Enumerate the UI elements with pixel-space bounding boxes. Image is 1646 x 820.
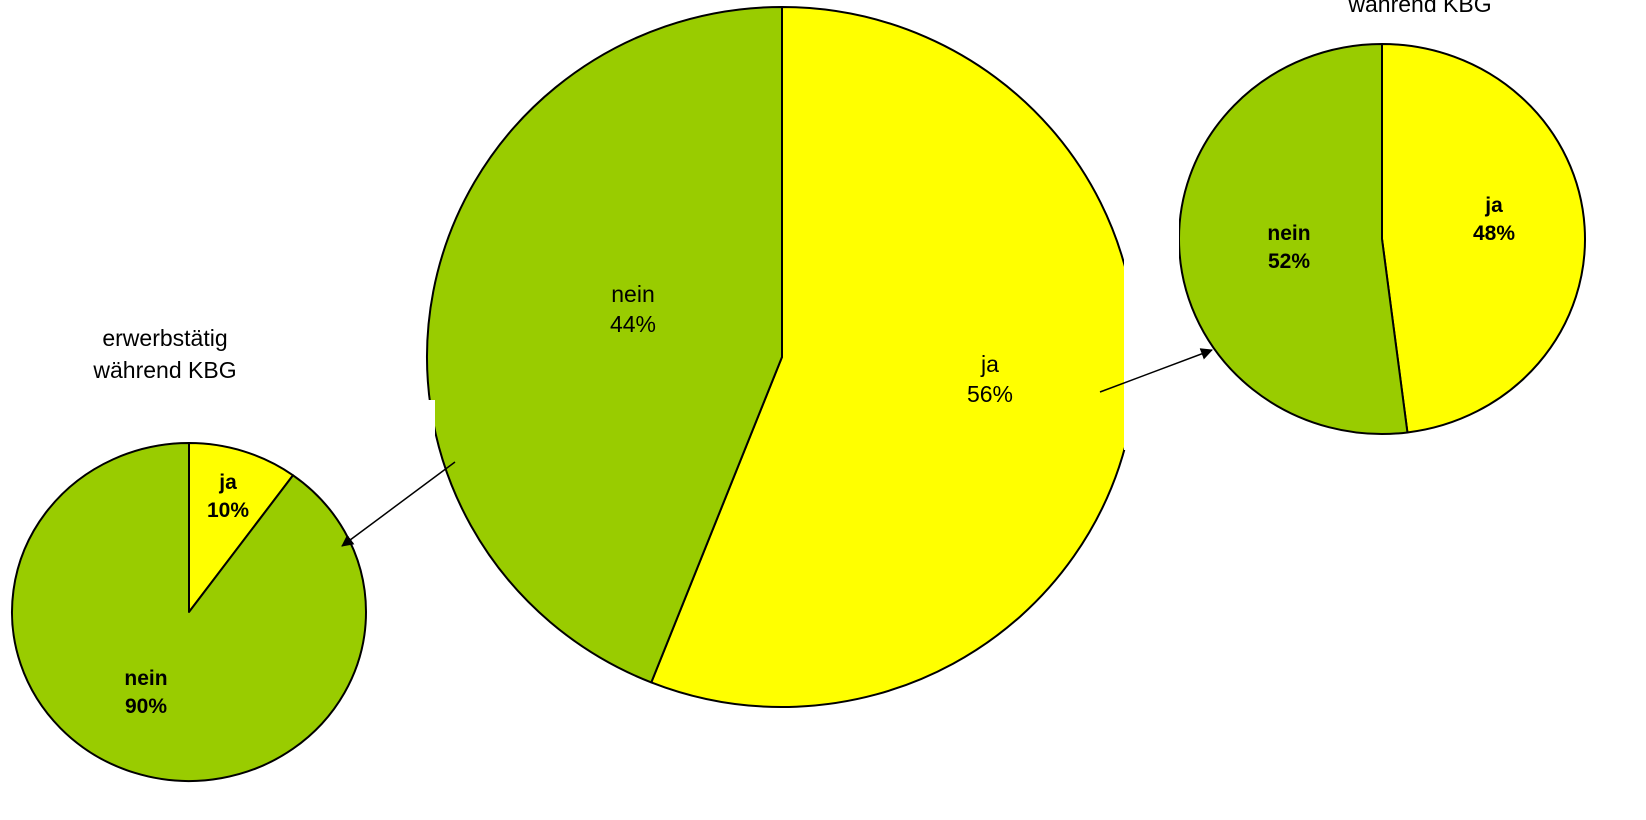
- labels-layer: ja 56% nein 44% ja 10% nein 90% erwerbstätig währ…: [92, 0, 1515, 718]
- chart-title-line-left-sub-1: während KBG: [92, 357, 236, 383]
- connector-arrow-right: [1099, 348, 1213, 393]
- connector-arrow-left: [341, 461, 456, 547]
- pie-main: [426, 6, 1138, 708]
- slice-label-main-ja: ja 56%: [967, 351, 1013, 407]
- pie-slice-right-sub-nein: [1177, 43, 1409, 435]
- chart-title-right-sub: während KBG: [1347, 0, 1491, 17]
- slice-percent-right-sub-nein: 52%: [1268, 250, 1310, 273]
- pie-slice-left-sub-ja: [188, 442, 295, 613]
- slice-percent-right-sub-ja: 48%: [1473, 222, 1515, 245]
- slice-label-right-sub-nein: nein 52%: [1267, 222, 1310, 273]
- slice-name-main-ja: ja: [980, 351, 999, 377]
- chart-title-left-sub: erwerbstätig während KBG: [92, 325, 236, 383]
- pie-slice-left-sub-nein: [11, 442, 367, 782]
- slice-percent-main-nein: 44%: [610, 311, 656, 337]
- slice-label-left-sub-nein: nein 90%: [124, 667, 167, 718]
- slice-percent-main-ja: 56%: [967, 381, 1013, 407]
- slice-name-right-sub-ja: ja: [1484, 194, 1503, 217]
- slice-percent-left-sub-ja: 10%: [207, 499, 249, 522]
- slice-name-left-sub-nein: nein: [124, 667, 167, 690]
- slice-name-main-nein: nein: [611, 281, 654, 307]
- slice-name-left-sub-ja: ja: [218, 471, 237, 494]
- slice-name-right-sub-nein: nein: [1267, 222, 1310, 245]
- pie-left-sub: [11, 442, 367, 782]
- slice-label-left-sub-ja: ja 10%: [207, 471, 249, 522]
- pie-slice-main-nein: [426, 6, 783, 684]
- arrows-layer: [341, 348, 1213, 547]
- chart-title-line-right-sub-0: während KBG: [1347, 0, 1491, 17]
- pie-right-sub: [1177, 43, 1586, 435]
- crop-mask-left: [416, 400, 435, 460]
- pies-layer: [11, 6, 1586, 782]
- slice-label-main-nein: nein 44%: [610, 281, 656, 337]
- slice-percent-left-sub-nein: 90%: [125, 695, 167, 718]
- chart-title-line-left-sub-0: erwerbstätig: [102, 325, 227, 351]
- masks-layer: [416, 120, 1179, 460]
- slice-label-right-sub-ja: ja 48%: [1473, 194, 1515, 245]
- pie-slice-right-sub-ja: [1381, 43, 1586, 434]
- crop-mask-right: [1124, 120, 1179, 450]
